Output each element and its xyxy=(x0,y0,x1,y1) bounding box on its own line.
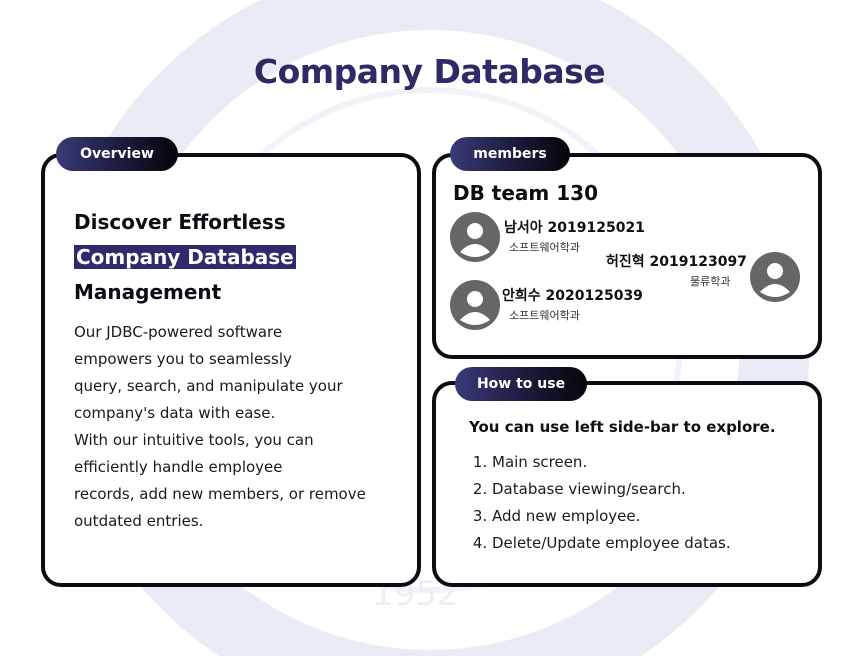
member-dept: 소프트웨어학과 xyxy=(509,309,580,322)
howto-step: Delete/Update employee datas. xyxy=(492,530,731,557)
member-name: 안희수 2020125039 xyxy=(502,288,643,304)
member-name: 남서아 2019125021 xyxy=(504,220,645,236)
members-card: DB team 130 남서아 2019125021 소프트웨어학과 허진혁 2… xyxy=(432,153,822,359)
tab-how-to-use: How to use xyxy=(455,367,587,401)
overview-card: Discover Effortless Company Database Man… xyxy=(41,153,421,587)
howto-step: Database viewing/search. xyxy=(492,476,731,503)
overview-description: Our JDBC-powered software empowers you t… xyxy=(74,323,366,530)
user-avatar-icon xyxy=(450,212,500,262)
overview-heading-line1: Discover Effortless xyxy=(74,210,286,234)
team-name: DB team 130 xyxy=(453,181,598,205)
page-title: Company Database xyxy=(253,52,606,91)
tab-members: members xyxy=(450,137,570,171)
member-dept: 소프트웨어학과 xyxy=(509,241,580,254)
overview-heading-line3: Management xyxy=(74,280,222,304)
overview-heading: Discover Effortless Company Database Man… xyxy=(74,205,296,310)
howto-step: Add new employee. xyxy=(492,503,731,530)
howto-step: Main screen. xyxy=(492,449,731,476)
howto-card: You can use left side-bar to explore. Ma… xyxy=(432,381,822,587)
overview-heading-highlight: Company Database xyxy=(74,245,296,269)
howto-steps-list: Main screen. Database viewing/search. Ad… xyxy=(470,449,731,557)
tab-overview: Overview xyxy=(56,137,178,171)
user-avatar-icon xyxy=(750,252,800,302)
member-dept: 물류학과 xyxy=(690,275,731,288)
howto-title: You can use left side-bar to explore. xyxy=(469,418,776,436)
member-name: 허진혁 2019123097 xyxy=(606,254,747,270)
user-avatar-icon xyxy=(450,280,500,330)
